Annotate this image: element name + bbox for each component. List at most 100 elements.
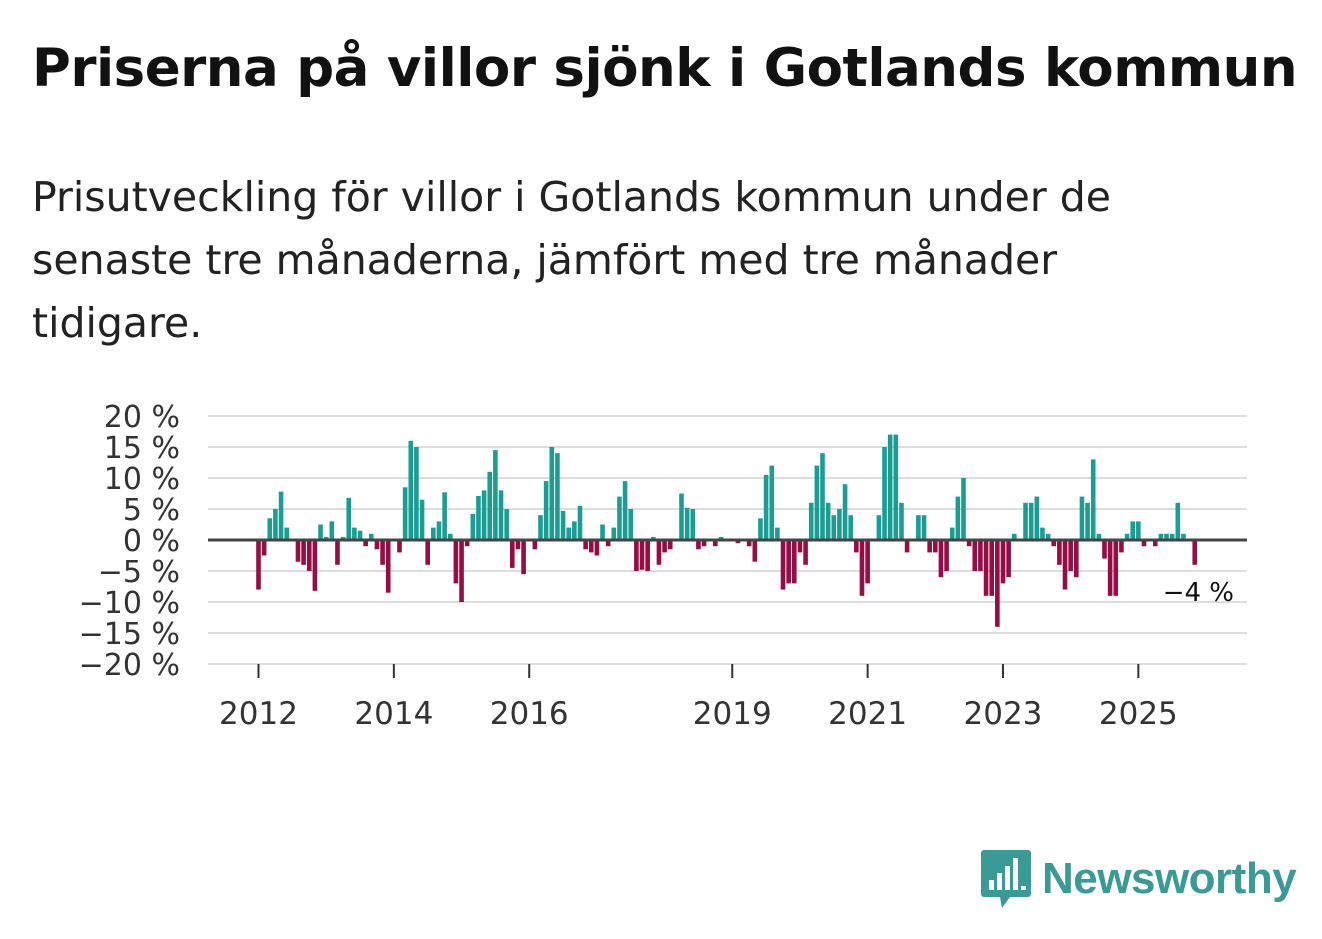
bar xyxy=(966,540,972,547)
bar xyxy=(312,540,318,591)
chart-subtitle: Prisutveckling för villor i Gotlands kom… xyxy=(32,173,1111,347)
bar xyxy=(831,515,837,540)
chart-title: Priserna på villor sjönk i Gotlands komm… xyxy=(32,38,1298,99)
bar xyxy=(560,510,566,540)
grid-lines xyxy=(208,415,1247,665)
bar xyxy=(256,540,261,590)
bar xyxy=(267,518,273,540)
newsworthy-logo[interactable]: Newsworthy xyxy=(980,848,1297,910)
bar xyxy=(419,499,425,540)
bar xyxy=(842,484,848,540)
bar xyxy=(1107,540,1113,596)
newsworthy-logo-icon xyxy=(981,850,1031,908)
bar xyxy=(425,540,430,565)
bar xyxy=(718,536,724,540)
bar xyxy=(261,540,267,556)
bar xyxy=(323,536,329,540)
y-tick-label: 15 % xyxy=(104,431,180,466)
bar xyxy=(848,515,853,540)
bar xyxy=(588,540,594,553)
bar xyxy=(301,540,306,565)
bar xyxy=(1057,540,1062,565)
bar xyxy=(1181,533,1186,540)
bar xyxy=(927,540,932,553)
bar xyxy=(476,495,481,540)
bar xyxy=(854,540,859,553)
bar xyxy=(453,540,459,584)
bar xyxy=(1090,459,1096,540)
bar xyxy=(780,540,786,590)
bar xyxy=(357,530,363,540)
bar xyxy=(1068,540,1073,571)
bar xyxy=(510,540,515,568)
bar xyxy=(1124,533,1130,540)
bar xyxy=(577,505,583,540)
bar xyxy=(481,490,487,540)
bar xyxy=(690,509,696,540)
bar xyxy=(1074,540,1079,578)
bar xyxy=(329,521,335,540)
bar xyxy=(1102,540,1107,559)
bar xyxy=(1158,533,1164,540)
bar xyxy=(752,540,758,562)
bar xyxy=(876,515,882,540)
bar xyxy=(662,540,667,553)
bar xyxy=(887,434,893,540)
bar xyxy=(1164,533,1169,540)
bar xyxy=(532,540,538,550)
y-tick-label: 10 % xyxy=(104,462,180,497)
bar xyxy=(605,540,611,547)
bar xyxy=(769,465,775,540)
bar xyxy=(1096,533,1102,540)
bar xyxy=(949,527,955,540)
bar xyxy=(363,540,368,547)
x-tick-label: 2025 xyxy=(1099,696,1178,732)
bar xyxy=(893,434,899,540)
bar xyxy=(335,540,340,565)
last-value-annotation: −4 % xyxy=(1163,578,1234,608)
bar xyxy=(1136,521,1141,540)
bar xyxy=(1119,540,1124,553)
bar xyxy=(865,540,870,584)
bar xyxy=(656,540,662,565)
bar xyxy=(786,540,791,584)
bar xyxy=(380,540,385,565)
bar xyxy=(1130,521,1135,540)
x-tick-label: 2019 xyxy=(693,696,772,732)
bar xyxy=(904,540,910,553)
bar xyxy=(758,518,763,540)
bar xyxy=(961,478,966,540)
bar-chart: 20 %15 %10 %5 %0 %−5 %−10 %−15 %−20 % 20… xyxy=(79,400,1247,732)
bar xyxy=(825,502,831,540)
bar xyxy=(1006,540,1011,578)
bar xyxy=(566,527,571,540)
x-tick-label: 2021 xyxy=(828,696,907,732)
bar xyxy=(1169,533,1175,540)
bar xyxy=(634,540,639,571)
bar xyxy=(1175,502,1181,540)
bar xyxy=(447,533,453,540)
bar xyxy=(679,493,684,540)
bar xyxy=(346,497,352,540)
bar xyxy=(374,540,380,550)
bar xyxy=(397,540,402,553)
bar xyxy=(696,540,701,550)
y-tick-label: 20 % xyxy=(104,400,180,435)
bar xyxy=(667,540,673,550)
bar-series xyxy=(256,434,1198,627)
x-axis: 2012 2014 2016 2019 2021 2023 2025 xyxy=(219,664,1178,732)
bar xyxy=(600,524,605,540)
bar xyxy=(1045,533,1051,540)
bar xyxy=(273,509,278,540)
bar xyxy=(814,465,820,540)
bar xyxy=(1011,533,1017,540)
bar xyxy=(1152,540,1158,547)
bar xyxy=(572,521,577,540)
y-tick-label: −15 % xyxy=(79,617,180,652)
bar xyxy=(521,540,526,575)
bar xyxy=(594,540,600,556)
bar xyxy=(899,502,904,540)
bar xyxy=(882,447,887,540)
bar xyxy=(983,540,989,596)
bar xyxy=(803,540,808,565)
